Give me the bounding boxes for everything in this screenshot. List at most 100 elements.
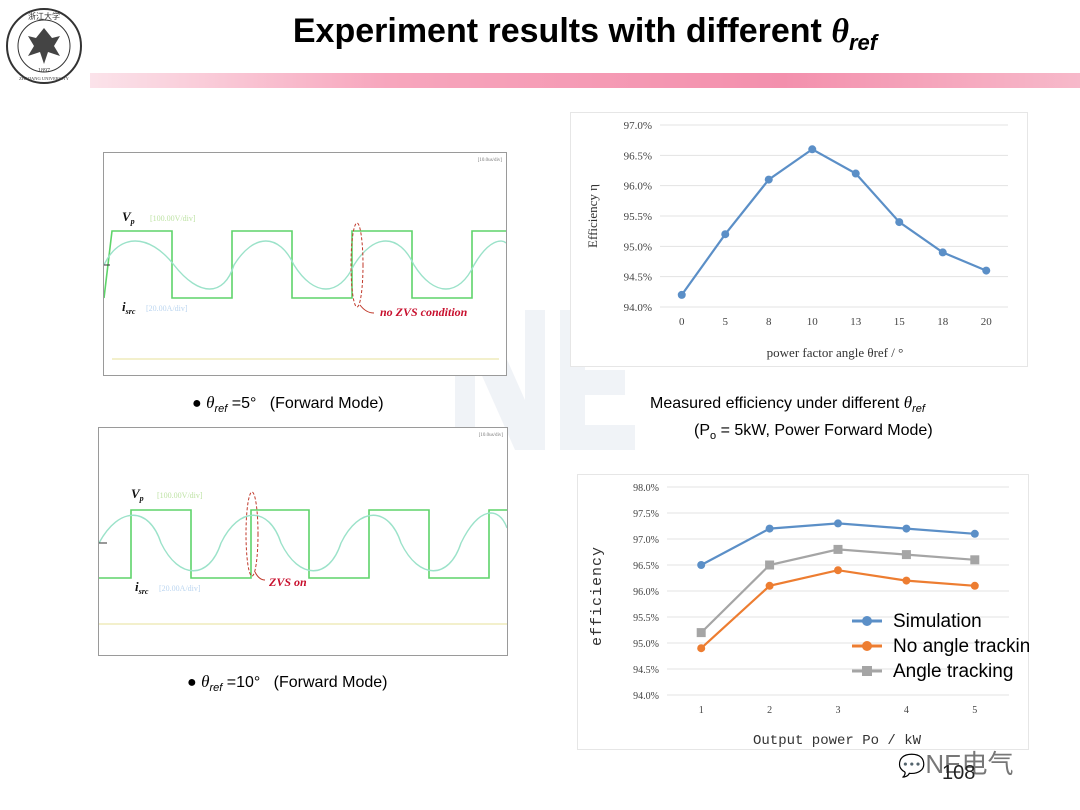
chart1-caption: Measured efficiency under different θref…	[650, 392, 990, 447]
chart2-ytick-label: 94.5%	[633, 665, 659, 676]
chart2-point	[765, 581, 774, 590]
chart1-xtick-label: 13	[850, 316, 862, 328]
chart1-point	[721, 230, 730, 239]
chart2-ytick-label: 95.0%	[633, 639, 659, 650]
bullet-icon: ●	[187, 674, 197, 691]
chart1-ytick-label: 94.0%	[624, 302, 652, 314]
chart1-caption-line1: Measured efficiency under different θref	[650, 393, 925, 416]
scope1-vp-label: Vp	[122, 209, 135, 226]
scope2-caption: ● θref =10° (Forward Mode)	[187, 672, 387, 694]
scope2-vp-label: Vp	[131, 486, 144, 503]
chart1-point	[851, 169, 860, 178]
chart2-point	[696, 628, 706, 638]
scope2-waveforms: [10.0us/div] 0 ZVS on Vp [100.00V/div] i…	[93, 433, 508, 625]
chart1-xtick-label: 8	[766, 316, 772, 328]
legend-marker	[862, 641, 872, 651]
chart1-point	[808, 145, 817, 154]
scope1-caption-mode: (Forward Mode)	[269, 395, 384, 412]
scope2-isrc-scale: [20.00A/div]	[159, 584, 201, 593]
logo-text-bottom: ZHEJIANG UNIVERSITY	[19, 76, 70, 81]
chart2-point	[697, 561, 706, 569]
bullet-icon: ●	[192, 395, 202, 412]
chart2-point	[833, 544, 843, 554]
chart2-point	[970, 555, 980, 565]
chart2-point	[765, 524, 774, 533]
chart2-xtick-label: 4	[904, 705, 909, 716]
wechat-icon: 💬	[898, 753, 926, 778]
chart1-ylabel: Efficiency η	[585, 184, 600, 248]
legend-label: Angle tracking	[893, 661, 1013, 682]
chart2-ylabel: efficiency	[589, 546, 606, 646]
chart2-point	[697, 644, 706, 653]
chart2-ytick-label: 97.5%	[633, 509, 659, 520]
chart2-point	[970, 529, 979, 538]
chart2-point	[834, 566, 842, 575]
chart2-point	[834, 519, 842, 528]
chart1-xtick-label: 20	[981, 316, 993, 328]
chart1-xtick-label: 18	[937, 316, 949, 328]
chart1-xtick-label: 0	[679, 316, 685, 328]
chart2-ytick-label: 98.0%	[633, 483, 659, 494]
chart2-ytick-label: 96.0%	[633, 587, 659, 598]
chart2-ytick-label: 97.0%	[633, 535, 659, 546]
chart2-xlabel: Output power Po / kW	[753, 733, 922, 749]
title-theta: θ	[831, 13, 849, 50]
scope2-corner-tag: [10.0us/div]	[479, 433, 504, 438]
legend-label: Simulation	[893, 611, 982, 632]
oscilloscope-capture-theta-5: [10.0us/div] no ZVS condition Vp [100.00…	[102, 152, 507, 376]
efficiency-vs-angle-chart: 94.0% 94.5% 95.0% 95.5% 96.0% 96.5% 97.0% 0 5 8 10…	[570, 112, 1028, 367]
chart2-ytick-label: 94.0%	[633, 691, 659, 702]
title-underline-stripe	[90, 73, 1080, 88]
chart2-ytick-label: 95.5%	[633, 613, 659, 624]
scope1-isrc-scale: [20.00A/div]	[146, 304, 188, 313]
chart2-point	[902, 576, 911, 585]
wechat-label: 💬NE电气	[898, 749, 1014, 779]
scope1-annotation: no ZVS condition	[380, 305, 468, 319]
chart1-ytick-label: 95.0%	[624, 241, 652, 253]
chart2-ytick-label: 96.5%	[633, 561, 659, 572]
chart2-series-line-0	[700, 522, 975, 566]
logo-text-top: 浙江大学	[28, 11, 60, 21]
chart2-xtick-label: 1	[699, 705, 704, 716]
scope2-caption-mode: (Forward Mode)	[273, 674, 388, 691]
chart1-xtick-label: 10	[807, 316, 819, 328]
scope2-vp-scale: [100.00V/div]	[157, 491, 203, 500]
chart2-point	[901, 550, 911, 560]
legend-marker	[862, 616, 872, 626]
chart2-point	[902, 524, 911, 533]
chart1-svg: 94.0% 94.5% 95.0% 95.5% 96.0% 96.5% 97.0% 0 5 8 10…	[570, 112, 1028, 367]
chart1-ytick-label: 96.0%	[624, 181, 652, 193]
chart1-point	[938, 248, 947, 257]
chart1-point	[982, 266, 991, 275]
chart1-point	[764, 175, 773, 184]
scope1-waveforms: [10.0us/div] no ZVS condition Vp [100.00…	[102, 158, 507, 360]
legend-marker	[862, 666, 872, 676]
chart1-ytick-label: 94.5%	[624, 272, 652, 284]
chart1-xlabel: power factor angle θref / °	[767, 345, 904, 360]
page-number: 108	[942, 762, 976, 784]
scope2-caption-sub: ref	[209, 682, 223, 695]
chart2-xtick-label: 3	[836, 705, 841, 716]
chart1-ytick-label: 95.5%	[624, 211, 652, 223]
page-title: Experiment results with different θref	[150, 12, 1020, 56]
scope1-vp-scale: [100.00V/div]	[150, 214, 196, 223]
scope1-isrc-label: isrc	[122, 299, 136, 316]
scope1-caption-value: =5°	[227, 395, 257, 412]
university-logo: 浙江大学 1897 ZHEJIANG UNIVERSITY	[6, 8, 82, 84]
chart2-svg: 94.0% 94.5% 95.0% 95.5% 96.0% 96.5% 97.0% 97.5%…	[577, 474, 1041, 750]
scope1-corner-tag: [10.0us/div]	[478, 158, 503, 163]
chart1-point	[895, 218, 904, 227]
efficiency-vs-power-chart: 94.0% 94.5% 95.0% 95.5% 96.0% 96.5% 97.0% 97.5%…	[577, 474, 1041, 750]
chart1-ytick-label: 97.0%	[624, 120, 652, 132]
legend-label: No angle tracking	[893, 636, 1029, 657]
scope2-caption-theta: θ	[201, 672, 210, 691]
chart1-xtick-label: 5	[723, 316, 729, 328]
scope1-caption-sub: ref	[214, 403, 228, 416]
title-prefix: Experiment results with different	[292, 12, 832, 50]
chart2-point	[765, 560, 775, 570]
chart1-point	[677, 290, 686, 299]
scope1-caption-theta: θ	[206, 393, 215, 412]
chart2-xtick-label: 2	[767, 705, 772, 716]
chart2-point	[970, 581, 979, 590]
scope2-annotation: ZVS on	[268, 575, 307, 589]
